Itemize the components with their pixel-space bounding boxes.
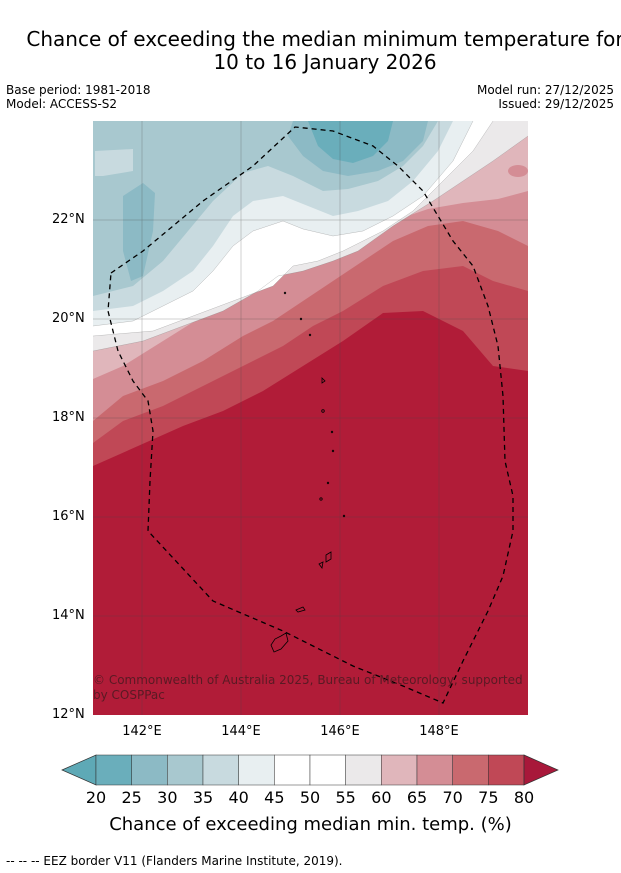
- colorbar-cell: [488, 754, 525, 786]
- x-tick-146e: 146°E: [320, 724, 360, 739]
- band-20-west: [123, 183, 155, 281]
- colorbar-tick-label: 50: [299, 788, 321, 807]
- x-tick-148e: 148°E: [419, 724, 459, 739]
- y-tick-20n: 20°N: [52, 311, 85, 326]
- meta-left: Base period: 1981-2018 Model: ACCESS-S2: [6, 83, 151, 111]
- colorbar-tick-label: 25: [121, 788, 142, 807]
- issued-date: Issued: 29/12/2025: [498, 97, 614, 111]
- colorbar-cell: [345, 754, 382, 786]
- colorbar-tick-label: 30: [157, 788, 178, 807]
- colorbar-tick-label: 20: [85, 788, 107, 807]
- band-20: [308, 121, 393, 163]
- eez-border: [107, 126, 514, 704]
- x-tick-144e: 144°E: [221, 724, 261, 739]
- colorbar-cell: [274, 754, 311, 786]
- colorbar-tick-label: 40: [228, 788, 249, 807]
- chart-title: Chance of exceeding the median minimum t…: [0, 28, 621, 74]
- y-tick-22n: 22°N: [52, 212, 85, 227]
- band-pale-west: [95, 149, 133, 176]
- y-tick-18n: 18°N: [52, 410, 85, 425]
- colorbar-cell: [95, 754, 132, 786]
- colorbar-cell: [381, 754, 418, 786]
- probability-map: [93, 121, 528, 715]
- colorbar-tick-label: 65: [406, 788, 428, 807]
- colorbar-cell: [167, 754, 204, 786]
- colorbar-tick-label: 35: [192, 788, 214, 807]
- y-tick-12n: 12°N: [52, 707, 85, 722]
- colorbar-tick-label: 55: [335, 788, 356, 807]
- model-run: Model run: 27/12/2025: [476, 83, 614, 97]
- title-line-2: 10 to 16 January 2026: [213, 50, 437, 74]
- colorbar-cell: [309, 754, 346, 786]
- colorbar: [61, 754, 559, 786]
- colorbar-tick-label: 70: [442, 788, 463, 807]
- base-period: Base period: 1981-2018: [6, 83, 151, 97]
- band-small-patch: [508, 165, 528, 177]
- colorbar-tick-label: 45: [264, 788, 285, 807]
- x-tick-142e: 142°E: [122, 724, 162, 739]
- contour-lines: [93, 121, 528, 352]
- colorbar-tick-label: 75: [478, 788, 499, 807]
- colorbar-cells: [95, 754, 525, 786]
- meta-right: Model run: 27/12/2025 Issued: 29/12/2025: [477, 83, 614, 111]
- colorbar-tick-label: 60: [371, 788, 392, 807]
- colorbar-tick-label: 80: [513, 788, 535, 807]
- colorbar-low-extend: [61, 754, 97, 786]
- gridlines: [93, 121, 528, 715]
- colorbar-title: Chance of exceeding median min. temp. (%…: [109, 814, 512, 835]
- legend-footer: -- -- -- EEZ border V11 (Flanders Marine…: [6, 854, 343, 868]
- colorbar-high-extend: [523, 754, 559, 786]
- island-saipan: [325, 551, 332, 563]
- colorbar-cell: [238, 754, 275, 786]
- island-guam: [270, 632, 289, 653]
- colorbar-cell: [202, 754, 239, 786]
- islands: [270, 291, 346, 653]
- island-tinian: [318, 561, 324, 569]
- colorbar-cell: [452, 754, 489, 786]
- island-rota: [295, 606, 306, 613]
- colorbar-cell: [131, 754, 168, 786]
- title-line-1: Chance of exceeding the median minimum t…: [26, 27, 621, 51]
- y-tick-14n: 14°N: [52, 608, 85, 623]
- copyright-notice: © Commonwealth of Australia 2025, Bureau…: [93, 673, 523, 702]
- colorbar-cell: [416, 754, 453, 786]
- y-tick-16n: 16°N: [52, 509, 85, 524]
- model-name: Model: ACCESS-S2: [6, 97, 118, 111]
